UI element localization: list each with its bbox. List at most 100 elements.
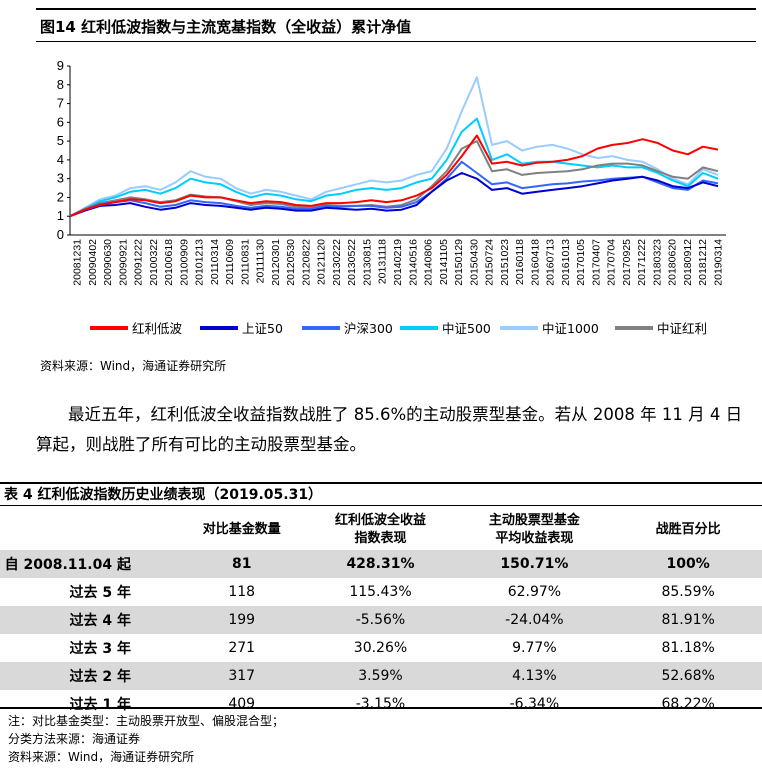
header-cell-0 bbox=[0, 510, 177, 550]
row-label: 过去 5 年 bbox=[69, 585, 131, 601]
x-tick-label: 20120530 bbox=[285, 239, 297, 286]
x-tick-label: 20131118 bbox=[377, 239, 389, 284]
x-tick-label: 20091222 bbox=[133, 239, 145, 286]
x-tick-label: 20180912 bbox=[682, 239, 694, 286]
chart-legend: 红利低波 上证50 沪深300 中证500 中证1000 中证红利 bbox=[90, 321, 707, 336]
table-cell: 9.77% bbox=[512, 640, 557, 656]
x-tick-label: 20170407 bbox=[590, 239, 602, 286]
x-tick-label: 20100618 bbox=[163, 239, 175, 286]
table-cell: 3.59% bbox=[306, 662, 455, 690]
row-label: 自 2008.11.04 起 bbox=[0, 550, 177, 578]
table-cell: 62.97% bbox=[507, 584, 562, 600]
series-line bbox=[69, 76, 719, 218]
table-cell: 150.71% bbox=[454, 550, 615, 578]
x-tick-label: 20180620 bbox=[667, 239, 679, 286]
x-tick-label: 20130222 bbox=[331, 239, 343, 286]
x-tick-label: 20160713 bbox=[545, 239, 557, 286]
note-line: 资料来源：Wind，海通证券研究所 bbox=[8, 750, 195, 764]
table-row: 自 2008.11.04 起 81 428.31% 150.71% 100% bbox=[0, 550, 762, 578]
header-cell-4: 战胜百分比 bbox=[655, 522, 721, 537]
x-tick-label: 20120301 bbox=[270, 239, 282, 286]
body-paragraph: 最近五年，红利低波全收益指数战胜了 85.6%的主动股票型基金。若从 2008 … bbox=[36, 405, 743, 454]
series-line bbox=[69, 172, 719, 218]
table-cell: 30.26% bbox=[353, 640, 408, 656]
figure-title: 图14 红利低波指数与主流宽基指数（全收益）累计净值 bbox=[36, 8, 756, 42]
table-cell: 115.43% bbox=[349, 584, 412, 600]
table-cell: 4.13% bbox=[454, 662, 615, 690]
y-tick-label: 0 bbox=[57, 227, 64, 242]
x-tick-label: 20101213 bbox=[194, 239, 206, 286]
x-tick-label: 20110314 bbox=[209, 239, 221, 285]
row-label: 过去 3 年 bbox=[69, 641, 131, 657]
table-cell: -3.15% bbox=[355, 696, 406, 712]
x-tick-label: 20140516 bbox=[407, 239, 419, 286]
x-tick-label: 20170704 bbox=[606, 239, 618, 286]
table-header-row: 对比基金数量 红利低波全收益 指数表现 主动股票型基金 平均收益表现 战胜百分比 bbox=[0, 510, 762, 550]
legend-label: 沪深300 bbox=[344, 321, 393, 336]
table-cell: 317 bbox=[176, 662, 307, 690]
legend-label: 中证1000 bbox=[542, 321, 599, 336]
y-tick-labels: 0 1 2 3 4 5 6 7 8 9 bbox=[57, 58, 64, 242]
table-row: 过去 5 年 118 115.43% 62.97% 85.59% bbox=[0, 578, 762, 606]
table-bottom-rule bbox=[0, 707, 762, 709]
x-tick-label: 20090402 bbox=[87, 239, 99, 286]
x-tick-label: 20130522 bbox=[346, 239, 358, 286]
x-tick-label: 20090630 bbox=[102, 239, 114, 286]
x-tick-label: 20150129 bbox=[453, 239, 465, 286]
y-tick-label: 9 bbox=[57, 58, 64, 73]
legend-label: 中证500 bbox=[442, 321, 491, 336]
x-tick-label: 20130815 bbox=[361, 239, 373, 286]
table-cell: 85.59% bbox=[661, 584, 715, 600]
row-label: 过去 1 年 bbox=[69, 697, 131, 713]
x-tick-label: 20121120 bbox=[316, 239, 328, 285]
x-tick-label: 20161013 bbox=[560, 239, 572, 286]
table-cell: 118 bbox=[228, 584, 256, 600]
table-notes: 注：对比基金类型：主动股票开放型、偏股混合型； 分类方法来源：海通证券 资料来源… bbox=[8, 712, 284, 766]
x-tick-label: 20160118 bbox=[514, 239, 526, 285]
table-title: 表 4 红利低波指数历史业绩表现（2019.05.31） bbox=[0, 482, 762, 506]
table-cell: -6.34% bbox=[509, 696, 560, 712]
x-tick-label: 20180323 bbox=[651, 239, 663, 286]
x-tick-label: 20110831 bbox=[239, 239, 251, 285]
y-tick-label: 6 bbox=[57, 114, 64, 129]
x-tick-label: 20190314 bbox=[712, 239, 724, 286]
x-tick-label: 20110609 bbox=[224, 239, 236, 285]
x-tick-label: 20170925 bbox=[621, 239, 633, 286]
figure-source: 资料来源：Wind，海通证券研究所 bbox=[40, 359, 227, 373]
y-tick-label: 7 bbox=[57, 96, 64, 111]
row-label: 过去 4 年 bbox=[0, 606, 177, 634]
x-tick-label: 20181212 bbox=[697, 239, 709, 286]
x-tick-label: 20100909 bbox=[178, 239, 190, 286]
y-tick-label: 8 bbox=[57, 77, 64, 92]
table-cell: 199 bbox=[176, 606, 307, 634]
table-cell: 428.31% bbox=[306, 550, 455, 578]
x-tick-label: 20170105 bbox=[575, 239, 587, 286]
series-line bbox=[69, 134, 719, 218]
row-label: 过去 2 年 bbox=[0, 662, 177, 690]
table-cell: 81 bbox=[176, 550, 307, 578]
series-line bbox=[69, 117, 719, 218]
x-tick-label: 20081231 bbox=[72, 239, 84, 286]
y-tick-label: 4 bbox=[57, 152, 64, 167]
chart-lines bbox=[69, 76, 719, 218]
x-tick-label: 20150430 bbox=[468, 239, 480, 286]
header-cell-1: 对比基金数量 bbox=[202, 522, 281, 537]
x-tick-label: 20140219 bbox=[392, 239, 404, 286]
table-row: 过去 2 年 317 3.59% 4.13% 52.68% bbox=[0, 662, 762, 690]
x-tick-label: 20111130 bbox=[255, 239, 267, 284]
x-tick-label: 20160418 bbox=[529, 239, 541, 286]
y-tick-label: 2 bbox=[57, 189, 64, 204]
table-cell: 68.22% bbox=[661, 696, 715, 712]
header-cell-3: 主动股票型基金 平均收益表现 bbox=[488, 513, 580, 546]
note-line: 分类方法来源：海通证券 bbox=[8, 732, 141, 746]
table-cell: -5.56% bbox=[306, 606, 455, 634]
x-tick-label: 20100322 bbox=[148, 239, 160, 286]
y-tick-label: 1 bbox=[57, 208, 64, 223]
table-cell: 271 bbox=[228, 640, 256, 656]
x-tick-label: 20141105 bbox=[438, 239, 450, 285]
table-cell: 100% bbox=[614, 550, 762, 578]
x-tick-label: 20150724 bbox=[484, 239, 496, 286]
note-line: 注：对比基金类型：主动股票开放型、偏股混合型； bbox=[8, 714, 285, 728]
series-line bbox=[69, 160, 719, 218]
x-tick-label: 20151023 bbox=[499, 239, 511, 286]
